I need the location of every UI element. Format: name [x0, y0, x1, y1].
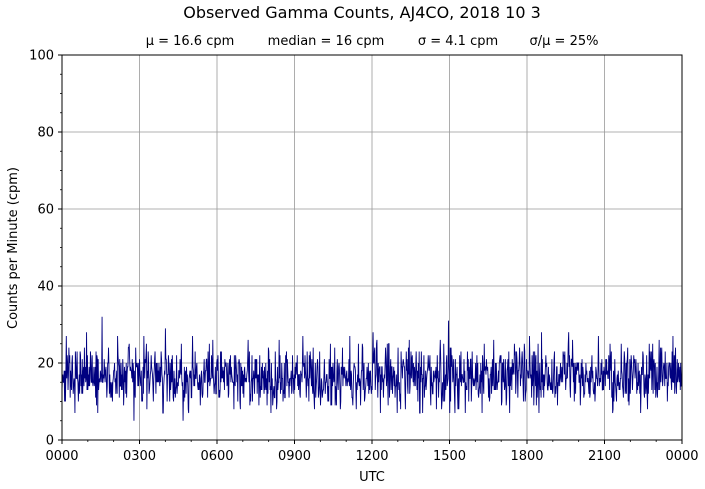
y-tick-label: 80	[37, 126, 54, 141]
grid-lines	[62, 55, 682, 440]
counts-series-line	[61, 316, 683, 421]
stat-median: median = 16 cpm	[268, 34, 385, 49]
series-group	[61, 316, 683, 421]
stat-mean: μ = 16.6 cpm	[146, 34, 235, 49]
x-axis-ticks: 0000 0300 0600 0900 1200 1500 1800 2100 0000	[45, 440, 699, 464]
x-tick-label: 0300	[123, 449, 156, 464]
y-tick-label: 20	[37, 357, 54, 372]
y-tick-label: 60	[37, 203, 54, 218]
x-tick-label: 0600	[200, 449, 233, 464]
chart-title: Observed Gamma Counts, AJ4CO, 2018 10 3	[183, 3, 541, 22]
y-axis-label: Counts per Minute (cpm)	[6, 167, 21, 329]
x-tick-label: 1800	[510, 449, 543, 464]
x-tick-label: 2100	[588, 449, 621, 464]
y-tick-label: 0	[46, 434, 54, 449]
y-axis-ticks: 0 20 40 60 80 100	[29, 49, 62, 449]
stat-sigma: σ = 4.1 cpm	[418, 34, 498, 49]
stat-sigma-over-mean: σ/μ = 25%	[530, 34, 599, 49]
x-tick-label: 1200	[355, 449, 388, 464]
x-axis-label: UTC	[359, 470, 385, 485]
y-tick-label: 100	[29, 49, 54, 64]
x-tick-label: 0900	[278, 449, 311, 464]
y-tick-label: 40	[37, 280, 54, 295]
x-tick-label: 0000	[45, 449, 78, 464]
x-tick-label: 1500	[433, 449, 466, 464]
x-tick-label: 0000	[665, 449, 698, 464]
